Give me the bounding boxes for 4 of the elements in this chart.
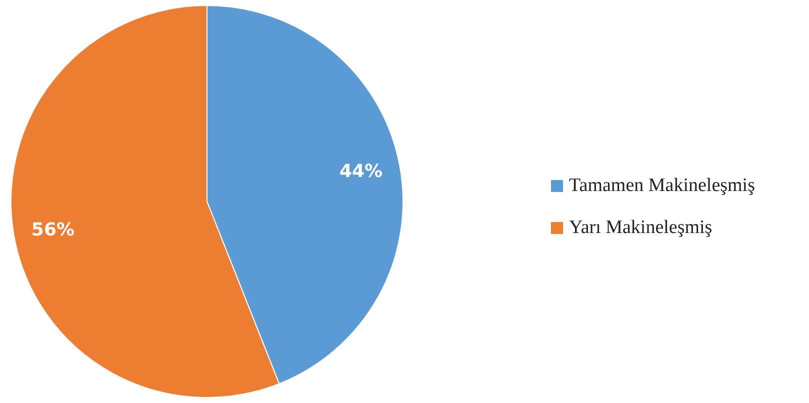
legend-label: Tamamen Makineleşmiş	[569, 175, 755, 197]
data-label: 44%	[339, 160, 383, 182]
data-label: 56%	[31, 220, 75, 241]
legend-label: Yarı Makineleşmiş	[569, 217, 712, 239]
